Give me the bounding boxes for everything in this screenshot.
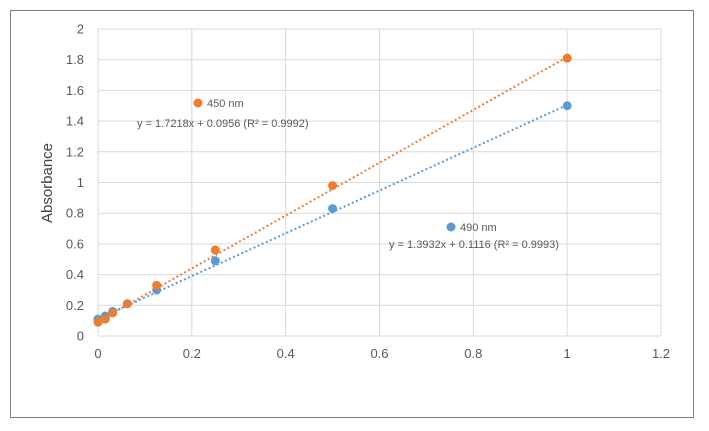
legend-label-450: 450 nm	[207, 98, 244, 110]
y-tick-label: 0.2	[66, 298, 84, 313]
y-axis-title: Absorbance	[39, 143, 56, 223]
equation-490: y = 1.3932x + 0.1116 (R² = 0.9993)	[389, 239, 559, 251]
x-tick-label: 0.2	[183, 346, 201, 361]
legend-marker-490	[446, 222, 456, 232]
data-points	[93, 53, 572, 327]
y-tick-label: 2	[77, 22, 84, 37]
y-tick-labels: 0 0.2 0.4 0.6 0.8 1 1.2 1.4 1.6 1.8 2	[66, 22, 84, 344]
legend-marker-450	[193, 98, 203, 108]
data-point-series-0	[100, 314, 110, 324]
data-point-series-0	[210, 245, 220, 255]
data-point-series-0	[152, 280, 162, 290]
x-tick-label: 1	[564, 346, 571, 361]
data-point-series-0	[108, 308, 118, 318]
y-tick-label: 0.8	[66, 206, 84, 221]
legend-label-490: 490 nm	[460, 222, 497, 234]
x-tick-labels: 0 0.2 0.4 0.6 0.8 1 1.2	[94, 346, 670, 361]
legend-490: 490 nm	[446, 222, 497, 234]
x-tick-label: 0.4	[277, 346, 295, 361]
y-tick-label: 1.4	[66, 114, 84, 129]
grid	[97, 28, 662, 337]
x-tick-label: 0.6	[370, 346, 388, 361]
x-tick-label: 0	[94, 346, 101, 361]
data-point-series-1	[210, 256, 220, 266]
y-tick-label: 1.2	[66, 144, 84, 159]
data-point-series-0	[562, 53, 572, 63]
y-tick-label: 1	[77, 175, 84, 190]
y-tick-label: 0.6	[66, 236, 84, 251]
y-tick-label: 0.4	[66, 267, 84, 282]
legend-450: 450 nm	[193, 98, 244, 110]
data-point-series-1	[328, 204, 338, 214]
x-tick-label: 0.8	[464, 346, 482, 361]
y-tick-label: 1.6	[66, 83, 84, 98]
data-point-series-0	[122, 299, 132, 309]
x-tick-label: 1.2	[652, 346, 670, 361]
data-point-series-1	[562, 101, 572, 111]
chart-frame	[10, 10, 694, 418]
y-tick-label: 1.8	[66, 52, 84, 67]
y-tick-label: 0	[77, 329, 84, 344]
data-point-series-0	[93, 317, 103, 327]
data-point-series-0	[328, 181, 338, 191]
equation-450: y = 1.7218x + 0.0956 (R² = 0.9992)	[137, 118, 309, 130]
